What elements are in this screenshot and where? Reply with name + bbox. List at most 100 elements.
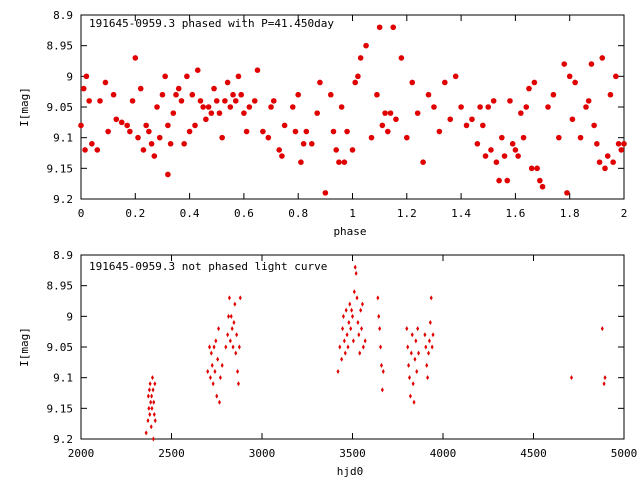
data-point [216, 110, 223, 116]
data-point [132, 55, 139, 61]
data-point [135, 134, 141, 141]
data-point [474, 141, 481, 147]
data-point [214, 338, 218, 344]
data-point [423, 332, 427, 338]
x-tick-label: 1.8 [560, 207, 580, 220]
data-point [80, 85, 87, 92]
data-point [237, 344, 241, 350]
data-point [230, 326, 234, 332]
x-tick-label: 1.6 [505, 207, 525, 220]
data-point [360, 301, 364, 307]
data-point [360, 326, 364, 332]
data-point [382, 110, 388, 116]
data-point [222, 98, 228, 104]
data-point [354, 270, 358, 276]
x-tick-label: 0.6 [234, 207, 254, 220]
x-tick-label: 0.2 [125, 207, 145, 220]
data-point [246, 104, 253, 110]
data-point [374, 91, 380, 98]
data-point [83, 73, 90, 80]
data-point [89, 141, 95, 147]
data-point [292, 128, 299, 135]
data-point [165, 171, 171, 178]
data-point [380, 387, 384, 393]
data-point [152, 411, 156, 417]
data-point [431, 332, 435, 338]
data-point [295, 91, 302, 98]
data-point [345, 332, 349, 338]
data-point [232, 98, 239, 104]
data-point [217, 399, 221, 405]
data-point [268, 104, 274, 110]
data-point [442, 79, 448, 86]
data-point [241, 110, 247, 116]
data-point [615, 141, 622, 147]
data-point [534, 165, 540, 172]
data-point [260, 128, 266, 135]
data-point [82, 147, 88, 153]
data-point [427, 338, 431, 344]
data-point [429, 295, 433, 301]
plot-frame [80, 254, 625, 440]
data-point [591, 122, 597, 129]
data-point [411, 381, 415, 387]
y-axis: 8.9 8.95 9 9.05 9.1 9.15 9.2 [47, 249, 624, 446]
data-point [220, 362, 224, 368]
data-point [156, 134, 163, 141]
data-point [357, 332, 361, 338]
data-point [227, 313, 231, 319]
data-point [600, 326, 604, 332]
data-point [151, 436, 155, 442]
y-axis-label: I[mag] [18, 87, 31, 127]
data-point [281, 122, 288, 129]
data-point [227, 104, 234, 110]
x-tick-label: 4000 [430, 447, 457, 460]
data-point [566, 73, 573, 80]
data-point [146, 393, 150, 399]
data-point [350, 307, 354, 313]
data-point [501, 153, 508, 159]
data-point [208, 375, 212, 381]
data-point [153, 418, 157, 424]
data-point [97, 98, 103, 104]
data-point [151, 153, 158, 159]
data-point [333, 147, 340, 153]
data-point [149, 399, 153, 405]
data-point [298, 159, 304, 165]
data-point [352, 289, 356, 295]
data-point [276, 147, 282, 153]
data-point [317, 79, 323, 86]
data-series [78, 24, 627, 196]
data-point [564, 190, 570, 196]
data-point [452, 73, 459, 80]
data-point [341, 159, 348, 165]
chart-title: 191645-0959.3 not phased light curve [89, 260, 327, 273]
data-point [621, 141, 627, 147]
data-point [336, 159, 342, 165]
x-axis: 0 0.2 0.4 0.6 0.8 1 1.2 1.4 1.6 1.8 2 [78, 15, 627, 220]
data-point [238, 91, 244, 98]
data-point [226, 332, 230, 338]
data-point [150, 393, 154, 399]
data-point [105, 128, 111, 135]
data-point [224, 79, 231, 86]
data-point [561, 61, 568, 67]
y-tick-label: 8.9 [53, 249, 73, 262]
data-point [211, 85, 217, 92]
data-point [300, 141, 307, 147]
data-point [146, 128, 152, 135]
data-point [213, 98, 220, 104]
y-tick-label: 8.95 [47, 40, 74, 53]
data-point [490, 98, 497, 104]
data-point [352, 79, 359, 86]
data-point [425, 362, 429, 368]
data-point [381, 369, 385, 375]
x-tick-label: 0.8 [288, 207, 308, 220]
x-tick-label: 5000 [611, 447, 638, 460]
data-point [493, 159, 500, 165]
data-point [458, 104, 464, 110]
data-point [425, 91, 432, 98]
data-point [143, 122, 149, 129]
data-point [211, 381, 215, 387]
